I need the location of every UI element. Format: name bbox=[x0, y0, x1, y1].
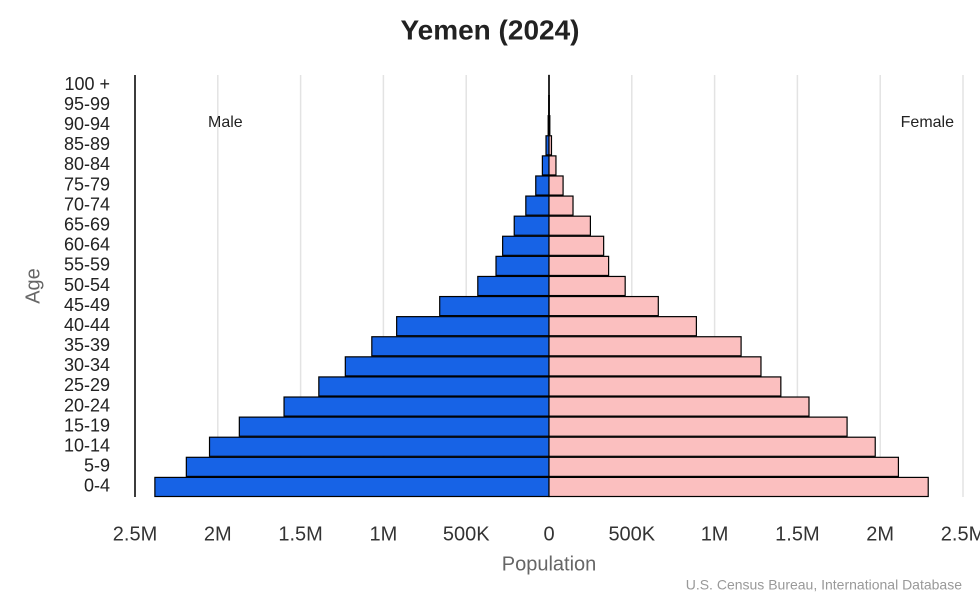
source-note: U.S. Census Bureau, International Databa… bbox=[686, 577, 962, 593]
x-tick-label: 2.5M bbox=[113, 523, 157, 545]
bar bbox=[548, 215, 592, 236]
y-tick-label: 100 + bbox=[64, 74, 110, 94]
bar bbox=[495, 255, 550, 277]
x-tick-label: 1M bbox=[370, 523, 398, 545]
legend-label: Male bbox=[208, 114, 243, 131]
bar bbox=[548, 356, 762, 377]
bar bbox=[548, 316, 697, 337]
y-tick-label: 90-94 bbox=[64, 114, 110, 134]
x-tick-label: 0 bbox=[543, 523, 554, 545]
bar bbox=[548, 235, 605, 256]
bar bbox=[548, 416, 848, 437]
bar bbox=[439, 295, 550, 317]
bar bbox=[344, 356, 550, 377]
y-tick-label: 20-24 bbox=[64, 395, 110, 415]
y-axis-title: Age bbox=[22, 268, 44, 304]
bar bbox=[477, 275, 550, 297]
x-tick-label: 1.5M bbox=[775, 523, 819, 545]
y-tick-label: 50-54 bbox=[64, 275, 110, 295]
y-tick-label: 25-29 bbox=[64, 375, 110, 395]
bar bbox=[208, 436, 550, 457]
bar bbox=[548, 115, 551, 136]
bar bbox=[548, 456, 900, 478]
bar bbox=[548, 376, 782, 397]
bar bbox=[238, 416, 550, 437]
y-tick-label: 30-34 bbox=[64, 355, 110, 375]
bar bbox=[502, 235, 550, 256]
bar bbox=[548, 275, 626, 297]
bar bbox=[548, 396, 810, 417]
x-tick-label: 500K bbox=[443, 523, 490, 545]
y-tick-label: 40-44 bbox=[64, 315, 110, 335]
y-tick-label: 5-9 bbox=[84, 456, 110, 476]
x-tick-label: 2M bbox=[204, 523, 232, 545]
y-tick-label: 65-69 bbox=[64, 214, 110, 234]
bar bbox=[535, 175, 550, 196]
bar bbox=[548, 436, 876, 457]
x-tick-label: 2M bbox=[866, 523, 894, 545]
x-tick-label: 1M bbox=[701, 523, 729, 545]
y-tick-label: 75-79 bbox=[64, 174, 110, 194]
bar bbox=[396, 316, 550, 337]
bar bbox=[525, 195, 550, 216]
bar bbox=[318, 376, 550, 397]
bar bbox=[548, 336, 742, 357]
y-tick-label: 55-59 bbox=[64, 255, 110, 275]
bar bbox=[548, 175, 564, 196]
bar bbox=[513, 215, 550, 236]
chart-title: Yemen (2024) bbox=[401, 14, 580, 45]
bar bbox=[548, 135, 553, 156]
bar bbox=[548, 195, 574, 216]
x-tick-label: 1.5M bbox=[278, 523, 322, 545]
y-tick-label: 15-19 bbox=[64, 415, 110, 435]
x-tick-label: 500K bbox=[608, 523, 655, 545]
legend-label: Female bbox=[901, 114, 954, 131]
x-axis-title: Population bbox=[502, 553, 597, 575]
bar bbox=[541, 155, 550, 176]
y-tick-label: 60-64 bbox=[64, 235, 110, 255]
bar bbox=[371, 336, 550, 357]
bar bbox=[548, 255, 610, 277]
y-tick-label: 85-89 bbox=[64, 134, 110, 154]
y-tick-label: 80-84 bbox=[64, 154, 110, 174]
bar bbox=[548, 155, 557, 176]
x-tick-label: 2.5M bbox=[941, 523, 980, 545]
bar bbox=[548, 476, 929, 498]
bar bbox=[185, 456, 550, 478]
y-tick-label: 45-49 bbox=[64, 295, 110, 315]
y-tick-label: 70-74 bbox=[64, 194, 110, 214]
bar bbox=[548, 295, 659, 317]
y-tick-label: 95-99 bbox=[64, 94, 110, 114]
y-tick-label: 10-14 bbox=[64, 436, 110, 456]
bar bbox=[154, 476, 550, 498]
y-tick-label: 0-4 bbox=[84, 476, 110, 496]
y-tick-label: 35-39 bbox=[64, 335, 110, 355]
bar bbox=[283, 396, 550, 417]
